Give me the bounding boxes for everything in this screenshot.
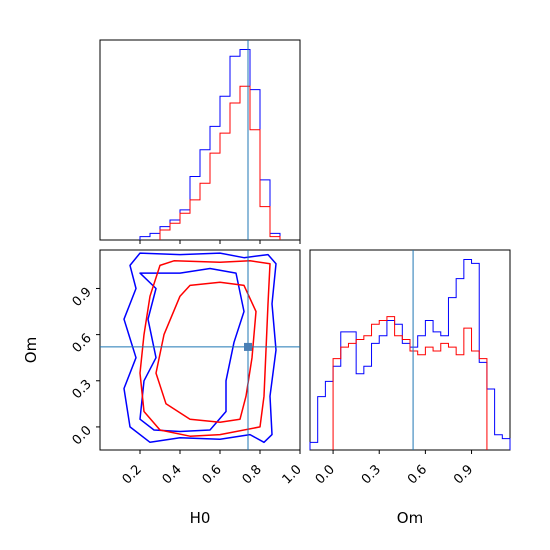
contour-panel-frame: [99, 249, 301, 451]
x-axis-label-H0: H0: [190, 509, 211, 527]
contour-panel-H0-Om: [99, 249, 301, 451]
contour-red-level-2: [155, 281, 257, 424]
contour-x-tick-label: 1.0: [280, 462, 305, 487]
hist-Om-series-red: [332, 316, 488, 450]
hist-Om-x-tick-label: 0.9: [451, 462, 476, 487]
histogram-panel-H0: [99, 39, 301, 241]
contour-y-tick-label: 0.6: [70, 331, 95, 356]
histogram-panel-Om-frame: [309, 249, 511, 451]
contour-x-tick-label: 0.8: [240, 462, 265, 487]
y-axis-label-Om: Om: [22, 337, 40, 363]
contour-y-tick-label: 0.0: [70, 423, 95, 448]
hist-H0-series-blue: [139, 49, 281, 240]
hist-Om-x-tick-label: 0.0: [313, 462, 338, 487]
histogram-panel-H0-frame: [99, 39, 301, 241]
contour-red-level-1: [139, 260, 271, 437]
contour-y-tick-label: 0.3: [70, 377, 95, 402]
contour-blue-level-1: [123, 252, 277, 444]
contour-x-tick-label: 0.2: [120, 462, 145, 487]
contour-blue-level-2: [139, 267, 245, 433]
contour-y-tick-label: 0.9: [70, 285, 95, 310]
contour-x-tick-label: 0.4: [160, 462, 185, 487]
truth-marker: [244, 342, 252, 351]
histogram-panel-Om: [309, 249, 511, 451]
hist-Om-x-tick-label: 0.3: [359, 462, 384, 487]
hist-H0-series-red: [159, 85, 281, 240]
hist-Om-series-blue: [309, 259, 511, 450]
contour-x-tick-label: 0.6: [200, 462, 225, 487]
hist-Om-x-tick-label: 0.6: [405, 462, 430, 487]
contour-lines: [123, 252, 277, 444]
x-axis-label-Om: Om: [397, 509, 423, 527]
